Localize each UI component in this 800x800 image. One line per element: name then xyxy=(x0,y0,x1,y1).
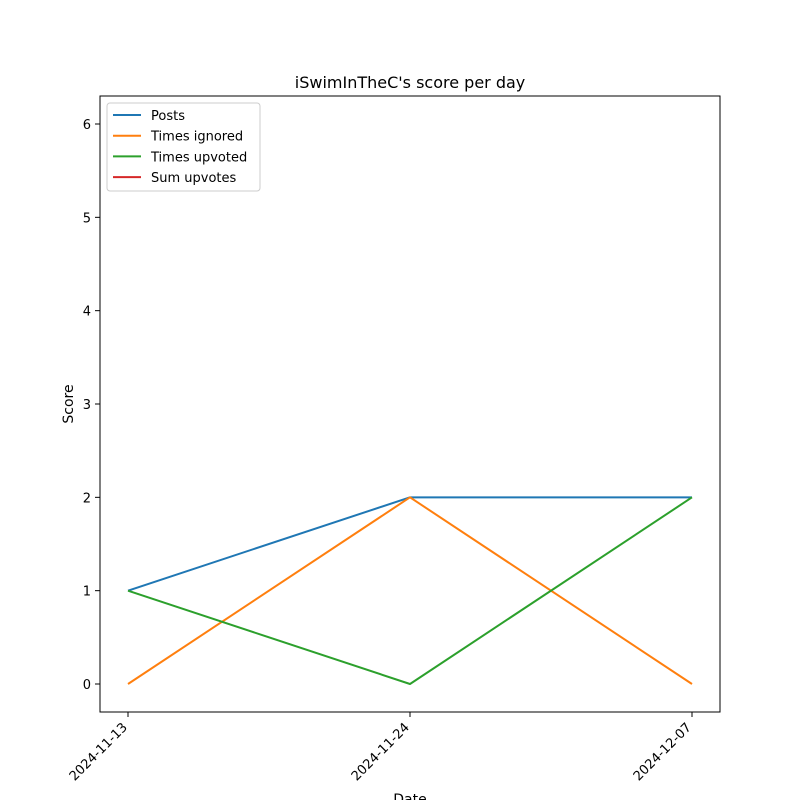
x-tick-label: 2024-12-07 xyxy=(631,720,695,784)
series-line-times-upvoted xyxy=(127,496,693,685)
chart-title: iSwimInTheC's score per day xyxy=(295,73,526,92)
series-line-posts xyxy=(127,496,692,592)
legend-box xyxy=(106,102,261,192)
legend-label: Times ignored xyxy=(150,130,243,145)
x-tick-label: 2024-11-24 xyxy=(349,720,413,784)
y-tick-label: 6 xyxy=(83,118,91,133)
legend: Posts Times ignored Times upvoted Sum upvot… xyxy=(106,102,261,192)
y-tick-label: 3 xyxy=(83,398,91,413)
x-axis: 2024-11-13 2024-11-24 2024-12-07 xyxy=(67,712,695,784)
x-tick-label: 2024-11-13 xyxy=(67,720,131,784)
y-axis: 0 1 2 3 4 5 6 xyxy=(83,118,100,693)
y-tick-label: 1 xyxy=(83,585,91,600)
y-tick-label: 0 xyxy=(83,678,91,693)
legend-label: Times upvoted xyxy=(150,150,247,165)
x-axis-label: Date xyxy=(393,792,426,800)
legend-label: Posts xyxy=(151,109,185,124)
series-lines xyxy=(127,496,693,685)
legend-label: Sum upvotes xyxy=(151,171,237,186)
y-tick-label: 2 xyxy=(83,491,91,506)
y-axis-label: Score xyxy=(61,384,77,423)
y-tick-label: 5 xyxy=(83,211,91,226)
y-tick-label: 4 xyxy=(83,305,91,320)
series-line-times-ignored xyxy=(127,496,693,685)
